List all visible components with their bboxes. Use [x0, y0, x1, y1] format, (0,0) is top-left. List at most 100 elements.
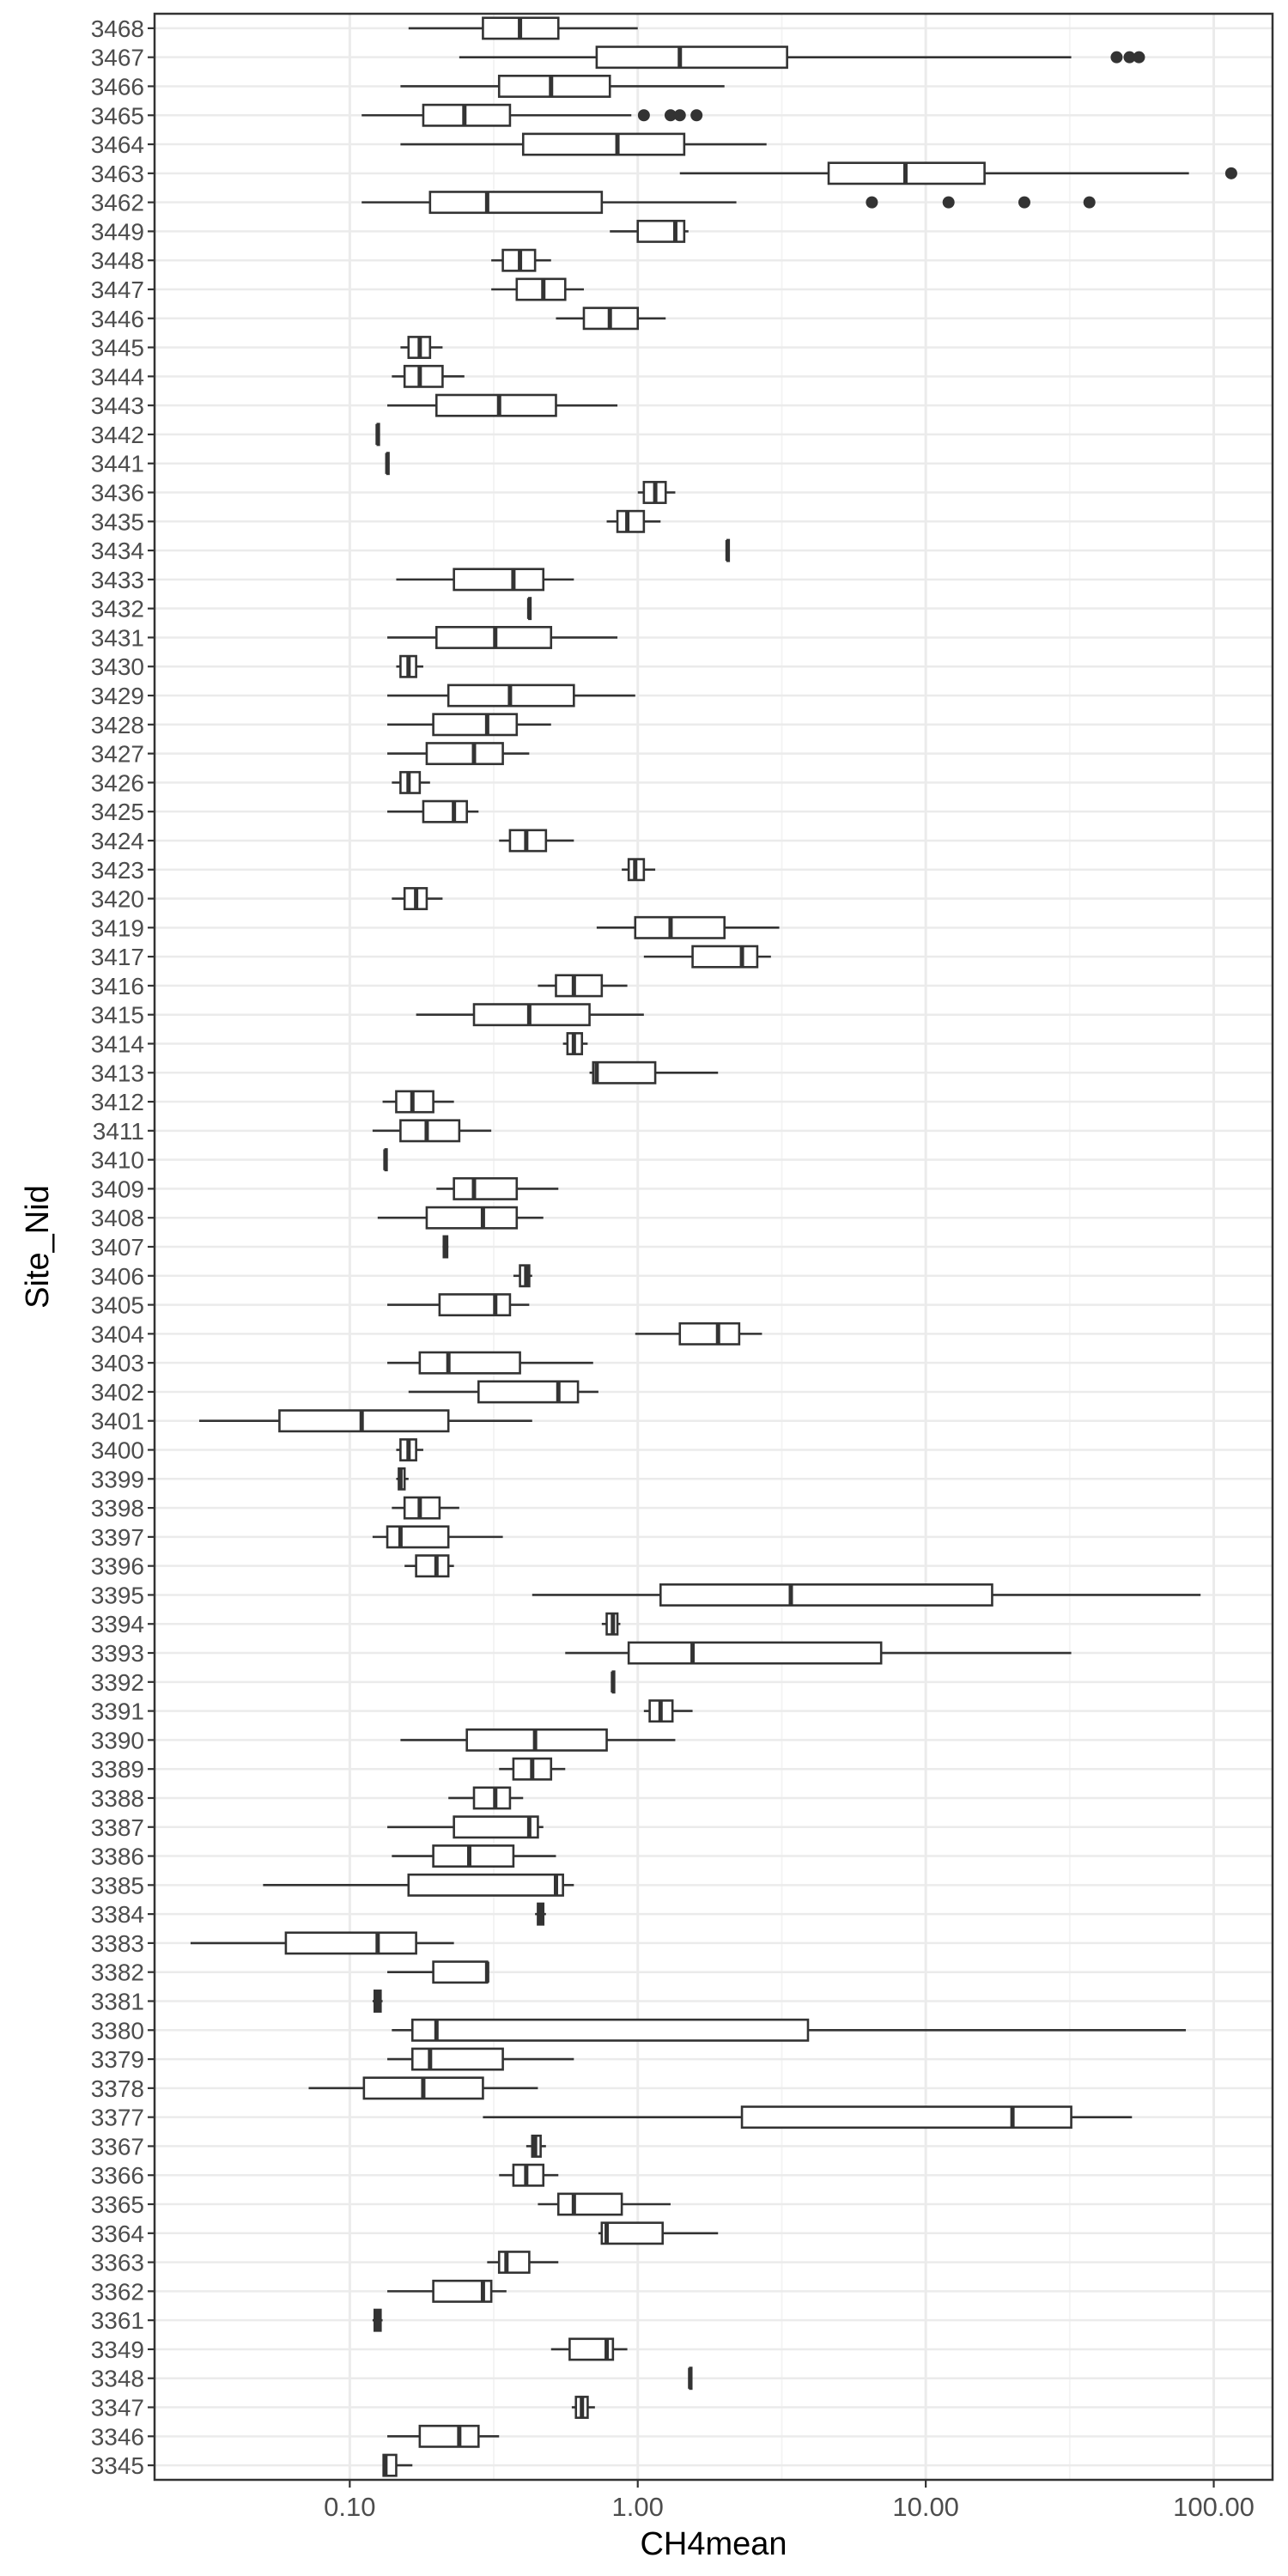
y-tick-label: 3441 — [91, 451, 144, 477]
y-tick-label: 3446 — [91, 306, 144, 332]
box-iqr — [432, 1844, 515, 1868]
box-3466 — [400, 75, 725, 98]
box-3429 — [387, 683, 635, 708]
y-tick-label: 3364 — [91, 2221, 144, 2247]
box-iqr — [453, 1815, 539, 1839]
box-3377 — [483, 2105, 1133, 2129]
box-3378 — [308, 2076, 538, 2100]
box-3363 — [487, 2251, 559, 2275]
box-iqr — [418, 1351, 521, 1375]
box-iqr — [432, 713, 519, 737]
y-axis-title: Site_Nid — [20, 1185, 56, 1309]
box-3398 — [392, 1496, 459, 1520]
y-tick-label: 3417 — [91, 944, 144, 970]
box-3362 — [387, 2279, 507, 2303]
box-3420 — [392, 887, 443, 911]
box-3449 — [610, 219, 689, 243]
box-iqr — [403, 1496, 441, 1520]
y-tick-label: 3388 — [91, 1785, 144, 1812]
box-3433 — [396, 568, 574, 592]
y-tick-label: 3424 — [91, 828, 144, 854]
box-3419 — [596, 915, 780, 939]
box-iqr — [678, 1321, 741, 1346]
y-tick-label: 3442 — [91, 422, 144, 448]
y-tick-label: 3383 — [91, 1930, 144, 1957]
box-iqr — [521, 132, 686, 156]
y-tick-label: 3433 — [91, 567, 144, 593]
box-3467 — [459, 46, 1145, 70]
y-tick-label: 3410 — [91, 1147, 144, 1174]
box-3389 — [499, 1757, 566, 1781]
box-iqr — [407, 1873, 564, 1897]
box-iqr — [627, 1641, 883, 1665]
outlier-point — [866, 196, 878, 209]
y-tick-label: 3432 — [91, 596, 144, 623]
box-3385 — [263, 1873, 574, 1897]
y-tick-label: 3447 — [91, 276, 144, 303]
box-iqr — [418, 2424, 480, 2448]
box-3384 — [535, 1902, 546, 1926]
box-3428 — [387, 713, 551, 737]
box-iqr — [278, 1409, 450, 1433]
box-3349 — [550, 2337, 628, 2361]
y-tick-label: 3430 — [91, 653, 144, 680]
y-tick-label: 3365 — [91, 2191, 144, 2218]
box-3436 — [637, 481, 676, 504]
box-iqr — [472, 1786, 512, 1810]
box-iqr — [428, 191, 604, 215]
y-tick-label: 3408 — [91, 1205, 144, 1231]
box-3403 — [387, 1351, 593, 1375]
box-3404 — [635, 1321, 762, 1346]
box-3434 — [725, 538, 731, 562]
box-3445 — [400, 336, 443, 360]
box-3391 — [643, 1699, 693, 1723]
y-tick-label: 3386 — [91, 1844, 144, 1870]
box-iqr — [432, 1960, 489, 1984]
y-tick-label: 3429 — [91, 683, 144, 709]
box-3347 — [571, 2396, 595, 2419]
y-tick-label: 3393 — [91, 1640, 144, 1667]
y-tick-label: 3423 — [91, 857, 144, 884]
box-3423 — [622, 858, 656, 882]
box-iqr — [395, 1090, 434, 1114]
outlier-point — [1123, 51, 1136, 64]
y-tick-label: 3434 — [91, 538, 144, 564]
box-3396 — [404, 1554, 454, 1578]
y-tick-label: 3397 — [91, 1524, 144, 1551]
y-tick-label: 3443 — [91, 392, 144, 419]
box-3427 — [387, 742, 530, 766]
y-tick-label: 3345 — [91, 2452, 144, 2479]
box-3406 — [513, 1264, 532, 1288]
box-3408 — [377, 1206, 544, 1230]
box-3387 — [387, 1815, 544, 1839]
box-iqr — [659, 1583, 993, 1607]
y-tick-label: 3378 — [91, 2075, 144, 2102]
y-tick-label: 3394 — [91, 1611, 144, 1637]
y-tick-label: 3398 — [91, 1495, 144, 1522]
y-tick-label: 3466 — [91, 73, 144, 100]
y-tick-label: 3407 — [91, 1234, 144, 1261]
box-3383 — [190, 1931, 454, 1955]
box-3424 — [499, 829, 574, 853]
box-3400 — [396, 1438, 423, 1461]
y-tick-label: 3400 — [91, 1437, 144, 1464]
y-tick-label: 3428 — [91, 712, 144, 738]
y-tick-label: 3462 — [91, 190, 144, 216]
box-3415 — [416, 1003, 644, 1027]
y-tick-label: 3415 — [91, 1002, 144, 1029]
box-3462 — [361, 191, 1096, 215]
box-3411 — [372, 1119, 492, 1143]
box-iqr — [410, 2047, 504, 2071]
box-3446 — [556, 307, 666, 331]
box-iqr — [422, 103, 512, 127]
box-iqr — [425, 1206, 519, 1230]
y-tick-label: 3401 — [91, 1408, 144, 1435]
y-tick-label: 3379 — [91, 2046, 144, 2073]
y-tick-label: 3381 — [91, 1988, 144, 2014]
box-iqr — [592, 1060, 657, 1084]
x-axis: 0.10 1.00 10.00 100.00 — [324, 2480, 1255, 2522]
box-3394 — [601, 1612, 621, 1636]
y-tick-label: 3449 — [91, 218, 144, 245]
box-iqr — [434, 393, 557, 417]
